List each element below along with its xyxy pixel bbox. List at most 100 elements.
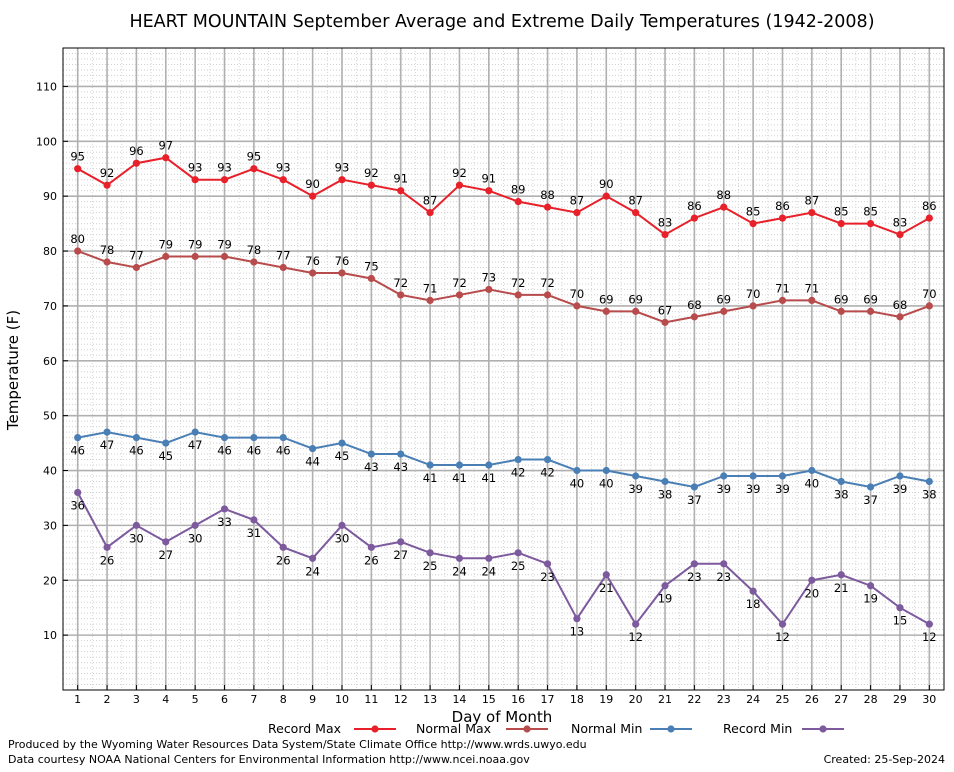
- legend-marker-normal-max: [523, 725, 531, 733]
- data-point-record-max: [514, 198, 522, 206]
- data-label-normal-max: 71: [805, 281, 820, 295]
- data-label-normal-min: 40: [599, 477, 614, 491]
- data-point-record-min: [191, 521, 199, 529]
- data-label-normal-max: 69: [628, 292, 643, 306]
- data-point-record-min: [250, 516, 258, 524]
- data-label-normal-max: 72: [511, 276, 526, 290]
- x-tick-label: 4: [162, 693, 169, 706]
- data-point-normal-max: [808, 296, 816, 305]
- data-point-normal-max: [455, 291, 464, 299]
- legend-marker-record-max: [371, 725, 379, 733]
- x-tick-label: 11: [364, 693, 378, 706]
- data-point-normal-min: [543, 455, 552, 464]
- data-point-record-max: [661, 230, 669, 239]
- footer-data-courtesy: Data courtesy NOAA National Centers for …: [8, 753, 530, 766]
- data-label-record-max: 86: [775, 199, 790, 213]
- data-label-record-min: 12: [922, 630, 937, 644]
- data-label-normal-min: 47: [100, 438, 115, 452]
- x-tick-label: 15: [482, 693, 496, 706]
- data-point-normal-min: [426, 461, 434, 469]
- data-label-record-min: 27: [158, 548, 173, 562]
- data-label-normal-min: 40: [805, 477, 820, 491]
- series-line-normal-min: [77, 431, 930, 489]
- data-label-record-max: 87: [570, 194, 585, 208]
- data-label-normal-min: 41: [452, 471, 467, 485]
- data-label-record-min: 26: [276, 553, 291, 567]
- data-label-record-max: 92: [364, 166, 379, 180]
- data-label-normal-min: 45: [158, 449, 173, 463]
- data-label-normal-max: 67: [658, 303, 673, 317]
- data-point-record-max: [103, 181, 111, 189]
- data-point-record-max: [426, 209, 434, 217]
- series-normal-min: 46 47 46 45 47 46 46 46 44 45 43 43 41 41 41 42 42 40 40 39…: [70, 428, 937, 507]
- data-label-record-min: 13: [570, 625, 585, 639]
- data-label-normal-min: 45: [335, 449, 350, 463]
- x-tick-label: 23: [717, 693, 731, 706]
- x-tick-label: 20: [629, 693, 643, 706]
- x-tick-label: 30: [922, 693, 936, 706]
- x-tick-label: 19: [599, 693, 613, 706]
- data-point-normal-min: [455, 461, 464, 469]
- data-label-record-min: 19: [658, 592, 673, 606]
- data-point-record-min: [543, 560, 552, 568]
- data-point-record-max: [632, 209, 640, 217]
- data-point-normal-max: [397, 291, 405, 299]
- data-point-record-min: [162, 538, 170, 546]
- data-label-normal-min: 38: [658, 487, 673, 501]
- minor-grid: [63, 48, 944, 690]
- data-label-normal-max: 69: [863, 292, 878, 306]
- data-label-normal-min: 39: [893, 482, 908, 496]
- y-tick-label: 40: [43, 465, 57, 478]
- data-point-normal-min: [309, 444, 317, 453]
- legend-label-record-max: Record Max: [268, 721, 341, 736]
- data-label-normal-min: 44: [305, 455, 320, 469]
- data-label-record-min: 23: [687, 570, 702, 584]
- data-label-record-max: 90: [599, 177, 614, 191]
- data-label-record-min: 27: [393, 548, 408, 562]
- legend-label-normal-min: Normal Min: [571, 721, 642, 736]
- data-label-normal-max: 73: [481, 270, 496, 284]
- x-tick-label: 21: [658, 693, 672, 706]
- x-tick-label: 1: [74, 693, 81, 706]
- data-point-normal-min: [132, 433, 141, 442]
- data-label-normal-min: 46: [217, 444, 232, 458]
- data-point-normal-max: [74, 247, 82, 255]
- data-point-normal-max: [367, 274, 375, 283]
- data-point-normal-min: [162, 439, 170, 447]
- data-label-normal-min: 37: [863, 493, 878, 507]
- data-label-normal-max: 79: [188, 238, 203, 252]
- y-tick-label: 60: [43, 355, 57, 368]
- data-label-record-max: 93: [188, 161, 203, 175]
- data-point-record-max: [279, 176, 287, 184]
- data-point-record-max: [191, 176, 199, 184]
- data-label-normal-min: 39: [716, 482, 731, 496]
- data-point-record-min: [338, 521, 346, 529]
- data-point-record-min: [426, 549, 434, 557]
- data-label-record-min: 25: [511, 559, 526, 573]
- data-label-record-max: 97: [158, 139, 173, 153]
- y-tick-label: 20: [43, 574, 57, 587]
- x-tick-label: 2: [104, 693, 111, 706]
- x-tick-label: 12: [394, 693, 408, 706]
- y-tick-label: 30: [43, 519, 57, 532]
- data-point-record-min: [837, 571, 845, 579]
- data-point-normal-min: [220, 433, 229, 442]
- chart-title: HEART MOUNTAIN September Average and Ext…: [129, 12, 874, 32]
- data-label-record-max: 95: [247, 150, 262, 164]
- data-label-record-max: 86: [922, 199, 937, 213]
- data-point-normal-min: [690, 483, 698, 491]
- data-point-record-max: [74, 165, 82, 173]
- data-point-normal-max: [338, 269, 346, 277]
- data-label-normal-min: 39: [775, 482, 790, 496]
- data-label-record-min: 36: [70, 498, 85, 512]
- data-point-normal-max: [426, 296, 434, 305]
- data-label-record-min: 18: [746, 597, 761, 611]
- data-label-normal-max: 71: [423, 281, 438, 295]
- data-label-record-min: 21: [834, 581, 849, 595]
- data-label-normal-min: 47: [188, 438, 203, 452]
- series-line-normal-max: [77, 250, 930, 324]
- x-tick-label: 8: [280, 693, 287, 706]
- data-label-record-min: 12: [628, 630, 643, 644]
- data-label-normal-max: 75: [364, 259, 379, 273]
